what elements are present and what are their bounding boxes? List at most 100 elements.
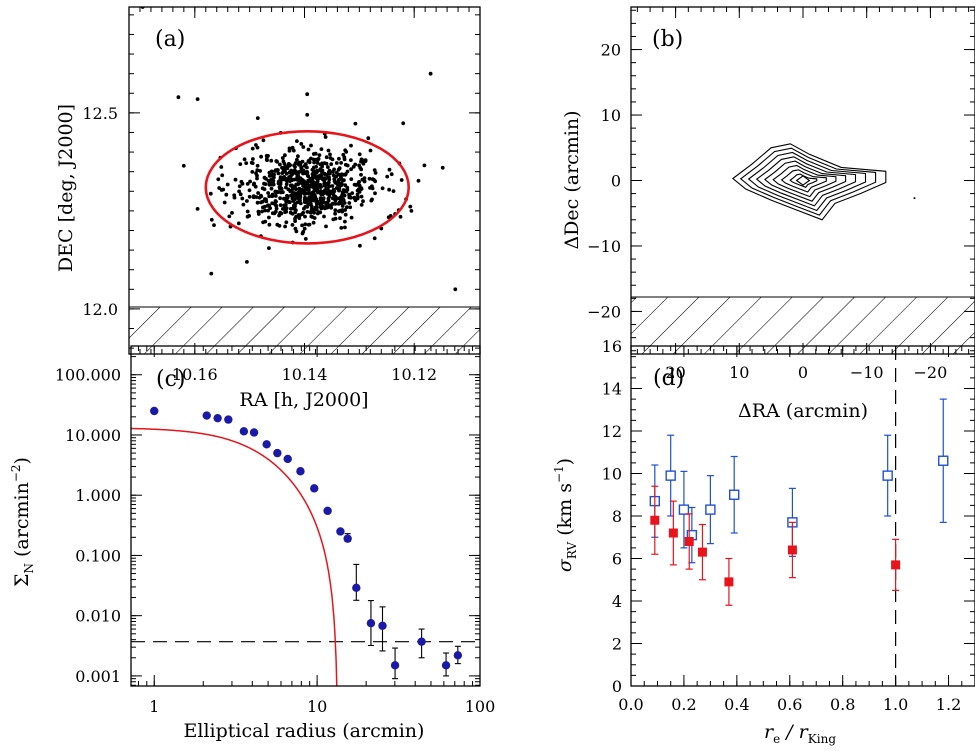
star-point	[347, 201, 352, 205]
star-point	[273, 199, 278, 203]
star-point	[303, 222, 308, 227]
panel-d-ylabel-sub: RV	[565, 541, 579, 559]
star-point	[239, 179, 244, 184]
star-point	[237, 189, 242, 194]
star-point	[359, 186, 364, 191]
star-point	[241, 202, 246, 207]
open-square-point	[729, 489, 740, 500]
star-point	[368, 148, 373, 153]
star-point	[268, 206, 272, 211]
star-point	[319, 192, 324, 197]
star-point	[238, 192, 243, 197]
density-point	[213, 413, 222, 423]
star-point	[380, 186, 385, 191]
y-tick-label: −20	[587, 302, 621, 321]
star-point	[300, 159, 305, 164]
panel-c-ylabel: ΣN (arcmin−2)	[9, 457, 36, 587]
y-tick-label: 0	[612, 677, 622, 696]
star-point	[263, 182, 268, 187]
density-point	[366, 619, 376, 628]
star-point	[301, 230, 306, 234]
panel-a-xlabel: RA [h, J2000]	[239, 389, 368, 411]
star-point	[287, 175, 292, 179]
filled-square-point	[724, 577, 734, 587]
star-point	[220, 173, 225, 178]
star-point	[326, 148, 331, 153]
x-tick-label: 0.6	[777, 695, 802, 714]
star-point	[316, 210, 321, 215]
star-point	[349, 158, 353, 163]
panel-d-ylabel-main: σ	[554, 558, 576, 572]
star-point	[232, 195, 237, 200]
filled-square-point	[650, 515, 660, 525]
panel-b-plot-area	[631, 143, 975, 354]
star-point	[322, 214, 326, 219]
y-tick-label: 8	[612, 507, 622, 526]
star-point	[269, 186, 274, 191]
star-point	[245, 199, 249, 203]
x-tick-label: 10	[307, 697, 327, 716]
star-point	[340, 204, 345, 208]
star-point	[259, 194, 264, 199]
star-point	[338, 216, 342, 221]
star-point	[349, 177, 354, 182]
star-point	[326, 196, 331, 201]
x-tick-label: 0.4	[724, 695, 749, 714]
star-point	[296, 154, 300, 159]
star-point	[283, 224, 287, 229]
star-point	[256, 209, 261, 214]
filled-square-point	[787, 545, 797, 555]
panel-b-label: (b)	[652, 27, 683, 52]
panel-d-xlabel: re / rKing	[764, 721, 836, 746]
star-point	[294, 229, 299, 234]
star-point	[255, 163, 260, 168]
star-point	[240, 196, 245, 201]
panel-c-ylabel-sup: −2	[9, 464, 23, 482]
star-point	[302, 181, 306, 186]
star-point	[297, 160, 302, 165]
star-point	[280, 156, 285, 160]
star-point	[292, 168, 297, 173]
y-tick-label: 0.100	[75, 546, 121, 565]
star-point	[296, 176, 301, 180]
star-point	[297, 196, 301, 201]
star-point	[304, 184, 309, 189]
star-point	[293, 161, 298, 165]
star-point	[277, 223, 282, 228]
star-point	[319, 147, 324, 152]
density-point	[343, 534, 352, 543]
open-square-point	[665, 470, 676, 481]
outlier-point	[176, 95, 181, 100]
star-point	[329, 189, 334, 194]
star-point	[343, 225, 347, 230]
star-point	[249, 160, 254, 165]
outlier-point	[428, 71, 433, 76]
star-point	[267, 222, 272, 227]
star-point	[285, 164, 290, 169]
panel-c-plot-area	[131, 406, 480, 686]
panel-c-ylabel-rest: (arcmin	[11, 482, 33, 563]
star-point	[303, 163, 308, 168]
star-point	[344, 189, 349, 194]
star-point	[309, 214, 314, 219]
star-point	[333, 211, 337, 216]
star-point	[341, 192, 346, 197]
x-tick-label: −10	[850, 363, 884, 382]
open-square-point	[882, 470, 893, 481]
density-point	[336, 527, 345, 536]
star-point	[359, 203, 364, 207]
star-point	[212, 223, 216, 228]
star-point	[284, 171, 289, 176]
filled-square-point	[697, 547, 707, 557]
star-point	[416, 178, 421, 183]
star-point	[308, 199, 313, 204]
open-square-point	[678, 504, 690, 515]
star-point	[319, 184, 323, 189]
star-point	[311, 198, 316, 203]
outlier-point	[195, 207, 200, 211]
panel-c-density-profile: 1 10 100 100.000 10.000 1.000 0.100 0.010 0.001	[55, 345, 495, 716]
star-point	[259, 154, 263, 159]
star-point	[348, 205, 353, 210]
star-point	[277, 213, 281, 218]
